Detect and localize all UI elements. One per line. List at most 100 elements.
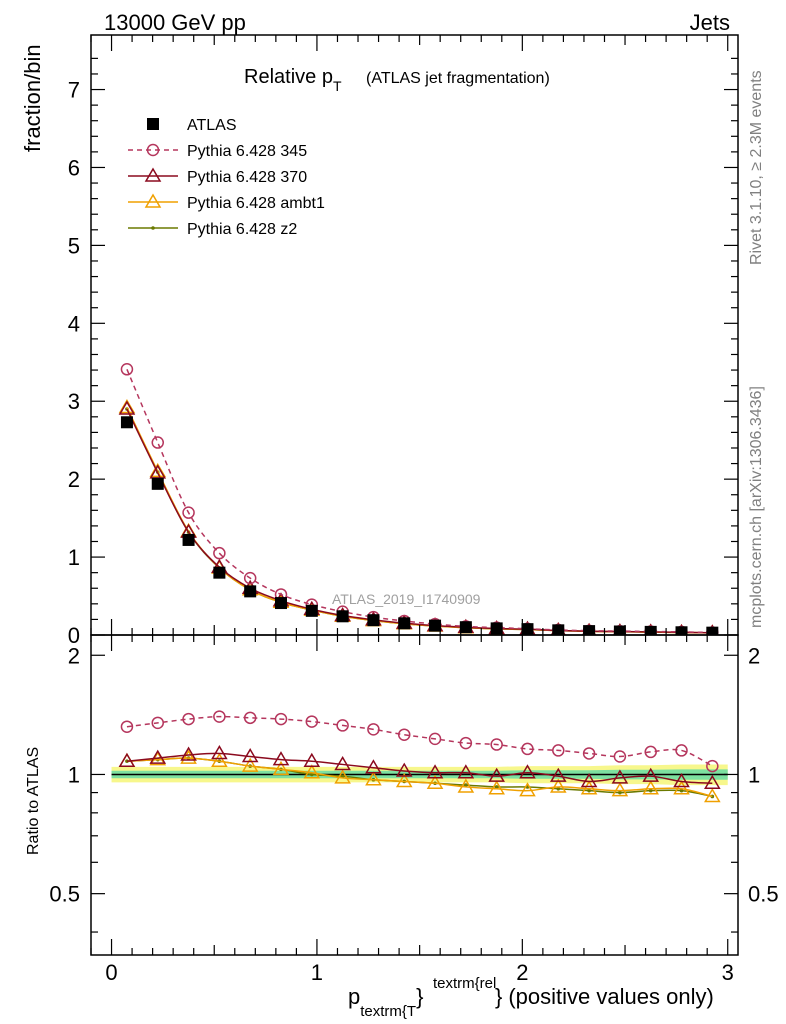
main-point-pythia-6-428-345: [151, 436, 165, 449]
main-ytick-label: 7: [68, 78, 80, 103]
ratio-point-pythia-6-428-370: [642, 767, 660, 782]
ratio-line-pythia-6-428-370: [126, 752, 713, 785]
ratio-point-pythia-6-428-345: [675, 744, 688, 757]
ratio-point-pythia-6-428-ambt1: [642, 780, 660, 795]
ratio-point-pythia-6-428-370: [211, 744, 228, 760]
ratio-point-pythia-6-428-z2: [648, 788, 653, 793]
legend-label: Pythia 6.428 z2: [187, 221, 297, 238]
legend-item-pythia-6-428-ambt1: Pythia 6.428 ambt1: [128, 193, 325, 212]
main-point-atlas: [182, 533, 195, 546]
ratio-frame: [90, 634, 739, 956]
ratio-point-pythia-6-428-345: [151, 716, 165, 730]
main-point-pythia-6-428-ambt1: [118, 398, 136, 414]
header-left: 13000 GeV pp: [104, 10, 246, 35]
ratio-point-pythia-6-428-ambt1: [611, 782, 629, 797]
main-point-atlas: [459, 621, 472, 634]
xtick-label: 0: [105, 960, 117, 985]
ratio-point-pythia-6-428-370: [241, 748, 259, 763]
main-point-atlas: [244, 585, 257, 598]
ratio-point-pythia-6-428-ambt1: [488, 780, 505, 795]
main-point-atlas: [305, 604, 318, 617]
legend-label: Pythia 6.428 370: [187, 169, 307, 186]
ratio-point-pythia-6-428-ambt1: [180, 749, 197, 764]
main-point-pythia-6-428-345: [243, 571, 257, 585]
ratio-point-pythia-6-428-ambt1: [365, 771, 382, 786]
ratio-point-pythia-6-428-370: [549, 767, 567, 782]
ratio-point-pythia-6-428-345: [305, 715, 319, 728]
ratio-point-pythia-6-428-370: [149, 749, 167, 764]
legend-marker: [146, 143, 160, 157]
legend: ATLAS Pythia 6.428 345 Pythia 6.428 370 Pyt…: [128, 117, 325, 238]
main-point-atlas: [398, 617, 411, 630]
ratio-point-pythia-6-428-ambt1: [704, 787, 721, 803]
main-ytick-label: 4: [68, 311, 80, 336]
main-point-atlas: [675, 626, 688, 635]
ratio-point-pythia-6-428-z2: [587, 788, 591, 793]
ratio-point-pythia-6-428-ambt1: [426, 774, 444, 790]
xlabel-close-1: }: [416, 984, 423, 1009]
main-point-atlas: [367, 614, 380, 627]
ratio-point-pythia-6-428-z2: [494, 785, 499, 789]
ratio-plot-series: [111, 710, 728, 803]
ratio-point-pythia-6-428-370: [704, 774, 721, 790]
main-point-atlas: [583, 625, 596, 635]
ratio-point-pythia-6-428-z2: [618, 790, 622, 795]
main-point-pythia-6-428-370: [118, 400, 136, 415]
main-ytick-label: 2: [68, 467, 80, 492]
ratio-ytick-label-right: 2: [748, 643, 760, 668]
ratio-line-pythia-6-428-ambt1: [126, 757, 713, 798]
ratio-point-pythia-6-428-345: [336, 719, 349, 732]
main-point-atlas: [706, 626, 719, 635]
ratio-point-pythia-6-428-370: [395, 762, 413, 777]
main-ytick-label: 6: [68, 155, 80, 180]
ratio-point-pythia-6-428-ambt1: [673, 780, 690, 795]
main-point-atlas: [644, 625, 657, 635]
xlabel-close-2: }: [495, 984, 502, 1009]
header-right: Jets: [690, 10, 730, 35]
xtick-label: 1: [311, 960, 323, 985]
main-ytick-label: 5: [68, 233, 80, 258]
ratio-point-pythia-6-428-345: [428, 732, 442, 746]
main-ylabel: fraction/bin: [20, 44, 45, 152]
ratio-point-pythia-6-428-370: [365, 759, 382, 774]
ratio-point-pythia-6-428-ambt1: [549, 778, 567, 793]
ratio-point-pythia-6-428-345: [213, 710, 226, 723]
main-point-atlas: [120, 416, 133, 429]
rivet-label: Rivet 3.1.10, ≥ 2.3M events: [748, 70, 765, 265]
title-rest: (ATLAS jet fragmentation): [366, 70, 550, 87]
ratio-point-pythia-6-428-345: [243, 711, 257, 725]
main-point-atlas: [336, 610, 349, 623]
ratio-point-pythia-6-428-345: [521, 742, 534, 756]
ratio-point-pythia-6-428-370: [180, 746, 197, 761]
ratio-point-pythia-6-428-345: [613, 750, 627, 763]
ratio-point-pythia-6-428-345: [182, 712, 195, 726]
ratio-point-pythia-6-428-345: [644, 745, 657, 759]
ratio-ytick-label: 2: [68, 643, 80, 668]
main-point-pythia-6-428-ambt1: [149, 462, 167, 478]
xtick-label: 2: [516, 960, 528, 985]
ratio-point-pythia-6-428-345: [120, 720, 134, 733]
title-sub: T: [333, 78, 342, 94]
legend-marker: [144, 167, 162, 182]
legend-label: Pythia 6.428 ambt1: [187, 195, 325, 212]
ratio-point-pythia-6-428-370: [118, 752, 136, 767]
legend-marker: [147, 118, 159, 130]
ratio-ytick-label-right: 1: [748, 762, 760, 787]
main-ytick-label: 1: [68, 545, 80, 570]
ratio-point-pythia-6-428-ambt1: [303, 764, 321, 779]
title-main: Relative p: [244, 66, 333, 88]
ratio-point-pythia-6-428-z2: [679, 788, 684, 793]
ratio-point-pythia-6-428-370: [457, 764, 475, 779]
xlabel-sub: textrm{T: [360, 1003, 416, 1020]
ratio-ytick-label: 1: [68, 762, 80, 787]
main-point-pythia-6-428-345: [182, 506, 195, 519]
ratio-point-pythia-6-428-ambt1: [395, 772, 413, 788]
ratio-point-pythia-6-428-345: [459, 736, 473, 750]
ratio-point-pythia-6-428-z2: [464, 783, 468, 787]
ratio-ylabel: Ratio to ATLAS: [25, 747, 42, 855]
main-point-atlas: [552, 624, 565, 635]
plot-title: Relative pT (ATLAS jet fragmentation): [244, 66, 550, 94]
main-point-atlas: [213, 566, 226, 579]
legend-item-pythia-6-428-370: Pythia 6.428 370: [128, 167, 307, 186]
